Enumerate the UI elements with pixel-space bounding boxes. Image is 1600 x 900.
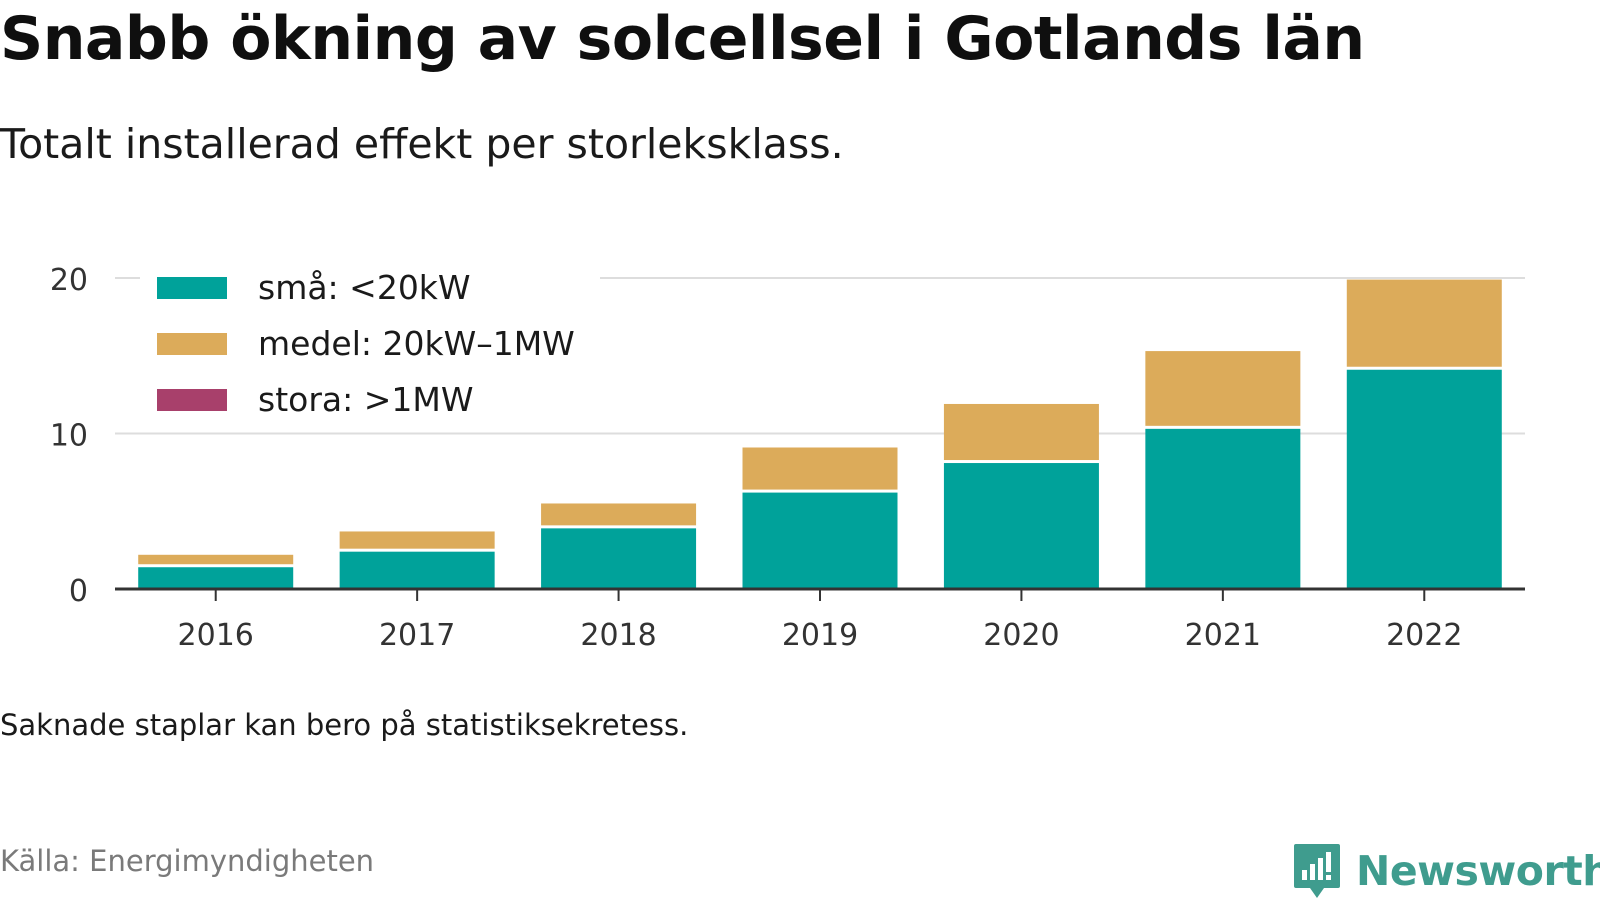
x-tick-label: 2021 — [1185, 618, 1261, 653]
x-tick-label: 2022 — [1386, 618, 1462, 653]
bar-segment — [339, 531, 495, 549]
x-tick-label: 2020 — [983, 618, 1059, 653]
y-tick-label: 10 — [50, 419, 88, 454]
y-tick-label: 20 — [50, 263, 88, 298]
brand-logo: Newsworthy — [1292, 842, 1600, 900]
bar-chart-speech-bubble-icon — [1294, 844, 1340, 898]
bar-segment — [339, 551, 495, 589]
chart-subtitle: Totalt installerad effekt per storlekskl… — [0, 120, 844, 168]
x-tick-label: 2017 — [379, 618, 455, 653]
bar-segment — [742, 447, 898, 490]
bar-segment — [1346, 279, 1502, 367]
stacked-bar-chart: 0 10 20 2016 2017 2018 2019 2020 2021 2022 små: <2… — [50, 257, 1525, 653]
bar-segment — [943, 403, 1099, 461]
x-tick-label: 2019 — [782, 618, 858, 653]
legend-label: medel: 20kW–1MW — [258, 324, 575, 363]
legend-swatch — [157, 333, 227, 355]
bar-segment — [541, 503, 697, 526]
y-tick-label: 0 — [69, 574, 88, 609]
legend-swatch — [157, 389, 227, 411]
bar-segment — [138, 567, 294, 589]
legend-label: små: <20kW — [258, 268, 471, 307]
bar-segment — [1346, 369, 1502, 589]
legend-swatch — [157, 277, 227, 299]
chart-title: Snabb ökning av solcellsel i Gotlands lä… — [0, 4, 1365, 74]
bar-segment — [1145, 351, 1301, 426]
bar-segment — [541, 528, 697, 589]
brand-name: Newsworthy — [1356, 847, 1600, 895]
bar-segment — [742, 492, 898, 589]
bar-segment — [943, 463, 1099, 589]
footnote: Saknade staplar kan bero på statistiksek… — [0, 708, 689, 742]
legend-label: stora: >1MW — [258, 380, 473, 419]
source-credit: Källa: Energimyndigheten — [0, 844, 375, 878]
bar-segment — [138, 554, 294, 565]
x-tick-label: 2016 — [178, 618, 254, 653]
bar-segment — [1145, 428, 1301, 589]
x-tick-label: 2018 — [580, 618, 656, 653]
